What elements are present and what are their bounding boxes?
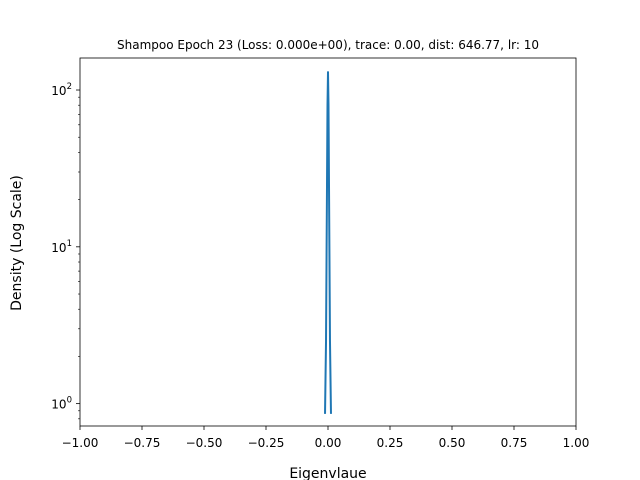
y-tick-label: 101	[51, 239, 72, 255]
x-tick-label: 0.25	[377, 436, 404, 450]
x-tick-label: 0.75	[501, 436, 528, 450]
x-axis: −1.00 −0.75 −0.50 −0.25 0.00 0.25 0.50 0.75 1.00	[62, 426, 590, 450]
x-tick-label: 1.00	[563, 436, 590, 450]
y-tick-label: 102	[51, 82, 72, 98]
x-tick-label: −1.00	[62, 436, 99, 450]
y-axis-label: Density (Log Scale)	[9, 175, 25, 311]
y-tick-label: 100	[51, 396, 72, 412]
x-axis-label: Eigenvlaue	[289, 466, 366, 480]
series-line-0	[324, 71, 332, 414]
x-tick-label: 0.50	[439, 436, 466, 450]
chart-title: Shampoo Epoch 23 (Loss: 0.000e+00), trac…	[117, 38, 539, 52]
x-tick-label: −0.75	[124, 436, 161, 450]
x-tick-label: −0.50	[186, 436, 223, 450]
plot-area	[324, 71, 332, 414]
x-tick-label: −0.25	[248, 436, 285, 450]
plot-frame	[79, 57, 577, 427]
y-axis: 100 101 102	[51, 82, 80, 420]
x-tick-label: 0.00	[315, 436, 342, 450]
